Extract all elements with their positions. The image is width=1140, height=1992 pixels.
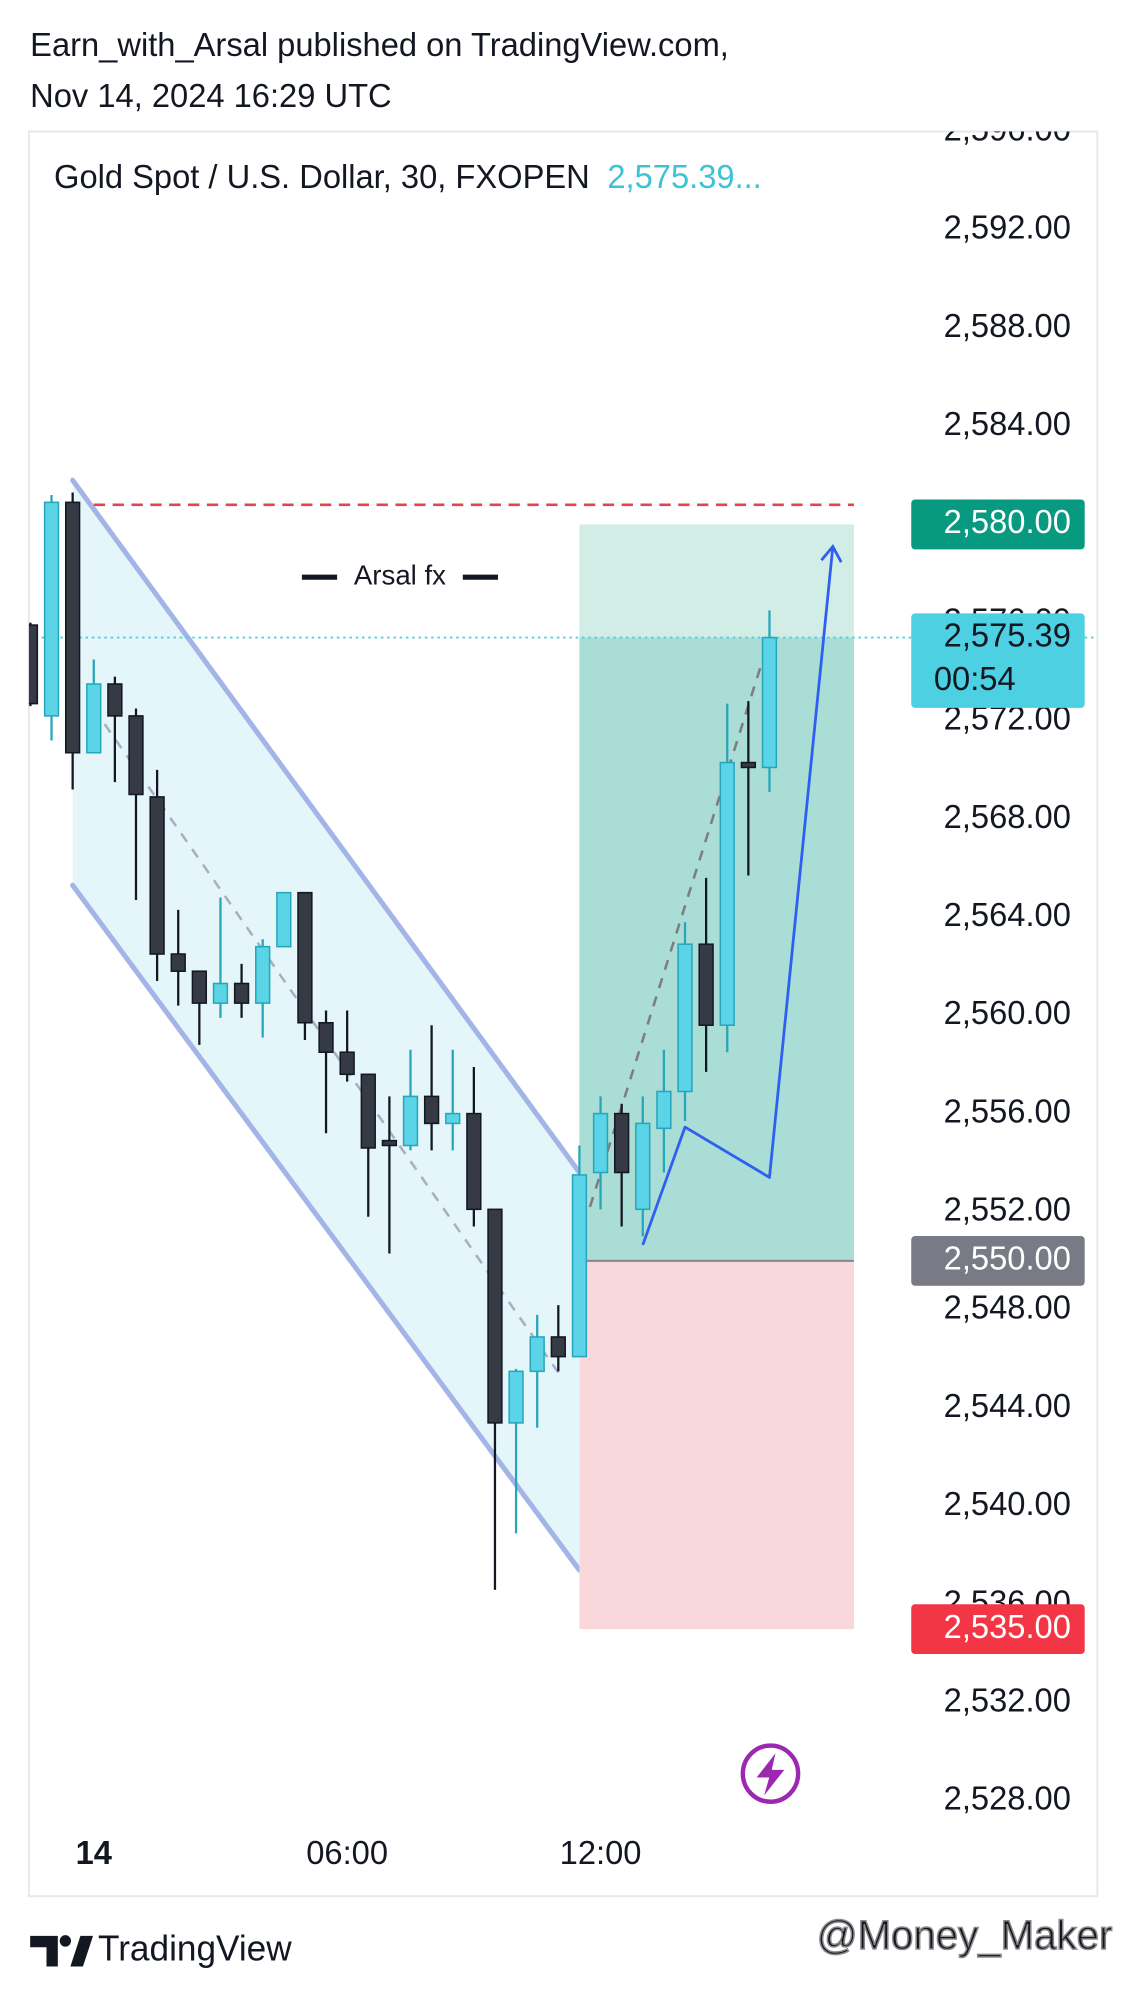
y-tick-label: 2,584.00: [944, 405, 1071, 442]
candle-body: [740, 761, 757, 769]
price-badge: [911, 499, 1085, 550]
candle-body: [191, 970, 208, 1004]
y-tick-label: 2,588.00: [944, 307, 1071, 344]
candle-body: [128, 715, 144, 796]
candle-body: [571, 1174, 588, 1358]
price-badge-label: 2,580.00: [944, 503, 1071, 540]
price-badge: [911, 1235, 1085, 1286]
price-badges: 2,580.00 2,575.39 00:54 2,550.00 2,535.00: [911, 499, 1085, 1655]
x-tick-label: 12:00: [560, 1834, 642, 1871]
y-tick-label: 2,544.00: [944, 1387, 1071, 1424]
last-value: 2,575.39...: [607, 157, 761, 194]
candle-body: [43, 501, 60, 717]
candle-body: [592, 1112, 609, 1174]
candle-body: [297, 891, 313, 1024]
y-tick-label: 2,556.00: [944, 1092, 1071, 1129]
candle-body: [529, 1336, 545, 1373]
y-tick-label: 2,528.00: [944, 1779, 1071, 1816]
x-tick-label: 06:00: [306, 1834, 388, 1871]
y-tick-label: 2,596.00: [944, 110, 1071, 147]
loss-zone: [579, 1260, 854, 1630]
candle-body: [233, 982, 250, 1004]
y-tick-label: 2,540.00: [944, 1485, 1071, 1522]
y-tick-label: 2,592.00: [944, 208, 1071, 245]
candle-body: [698, 943, 714, 1026]
candle-body: [635, 1122, 651, 1211]
candle-body: [107, 683, 123, 717]
y-tick-label: 2,552.00: [944, 1190, 1071, 1227]
chart-frame: [27, 130, 1099, 1898]
plot-area: Arsal fx: [28, 477, 1098, 1630]
price-badge: [911, 613, 1085, 708]
y-tick-label: 2,568.00: [944, 798, 1071, 835]
trend-line: [588, 638, 771, 1208]
projection-arrowhead: [820, 544, 843, 563]
candle-body: [677, 943, 693, 1093]
candle-body: [212, 982, 229, 1004]
price-badge-label: 2,575.39: [944, 616, 1071, 653]
candle-body: [149, 796, 165, 955]
price-badge: [911, 1604, 1085, 1655]
channel-upper: [70, 477, 582, 1176]
candle-body: [64, 501, 81, 754]
candle-body: [402, 1095, 419, 1147]
candle-body: [613, 1112, 630, 1174]
projection-path: [641, 546, 835, 1246]
y-tick-label: 2,560.00: [944, 994, 1071, 1031]
time-axis: 14 06:00 12:00: [76, 1834, 642, 1871]
candle-body: [28, 624, 39, 705]
candle-body: [508, 1370, 524, 1424]
y-tick-label: 2,532.00: [944, 1681, 1071, 1718]
candle-body: [719, 761, 735, 1026]
note-text: Arsal fx: [354, 559, 446, 590]
candle-body: [381, 1139, 398, 1147]
candle-body: [423, 1095, 440, 1125]
candle-body: [86, 683, 102, 754]
brand: TradingView: [98, 1928, 292, 1968]
candle-body: [276, 891, 292, 948]
candle-body: [487, 1208, 503, 1424]
tradingview-logo: [30, 1935, 94, 1967]
countdown: 00:54: [934, 660, 1016, 697]
candle-body: [656, 1090, 672, 1130]
symbol-legend: Gold Spot / U.S. Dollar, 30, FXOPEN 2,575…: [54, 157, 762, 194]
y-tick-label: 2,548.00: [944, 1289, 1071, 1326]
x-tick-label: 14: [76, 1834, 113, 1871]
candle-body: [466, 1112, 482, 1211]
candle-body: [339, 1051, 355, 1076]
candle-body: [318, 1021, 334, 1053]
candle-body: [550, 1336, 566, 1358]
price-badge-label: 2,535.00: [944, 1608, 1071, 1645]
candle-body: [360, 1073, 376, 1149]
candle-body: [170, 953, 186, 972]
candle-body: [255, 945, 271, 1004]
watermark: @Money_Maker: [817, 1912, 1113, 1958]
y-tick-label: 2,564.00: [944, 896, 1071, 933]
candle-body: [761, 636, 778, 769]
candle-body: [445, 1112, 461, 1125]
publisher-line: Earn_with_Arsal published on TradingView…: [30, 26, 729, 63]
publish-date: Nov 14, 2024 16:29 UTC: [30, 77, 391, 114]
price-badge-label: 2,550.00: [944, 1239, 1071, 1276]
lightning-icon[interactable]: [740, 1743, 801, 1804]
symbol-title: Gold Spot / U.S. Dollar, 30, FXOPEN: [54, 157, 590, 194]
